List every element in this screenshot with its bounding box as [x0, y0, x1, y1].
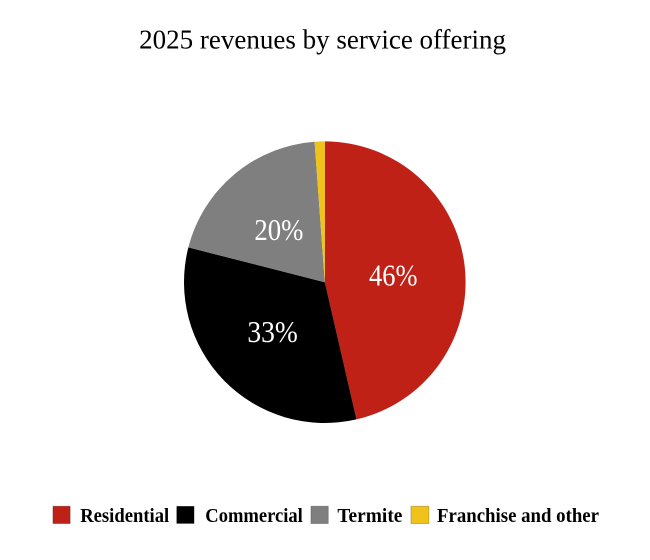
svg-text:2025 revenues by service offer: 2025 revenues by service offering [139, 25, 506, 55]
svg-text:33%: 33% [247, 315, 298, 349]
svg-text:46%: 46% [369, 258, 418, 292]
svg-text:Termite: Termite [337, 505, 402, 527]
svg-text:20%: 20% [254, 213, 303, 247]
svg-text:Residential: Residential [80, 505, 169, 527]
svg-text:Commercial: Commercial [205, 505, 303, 527]
svg-text:Franchise and other: Franchise and other [437, 505, 599, 527]
